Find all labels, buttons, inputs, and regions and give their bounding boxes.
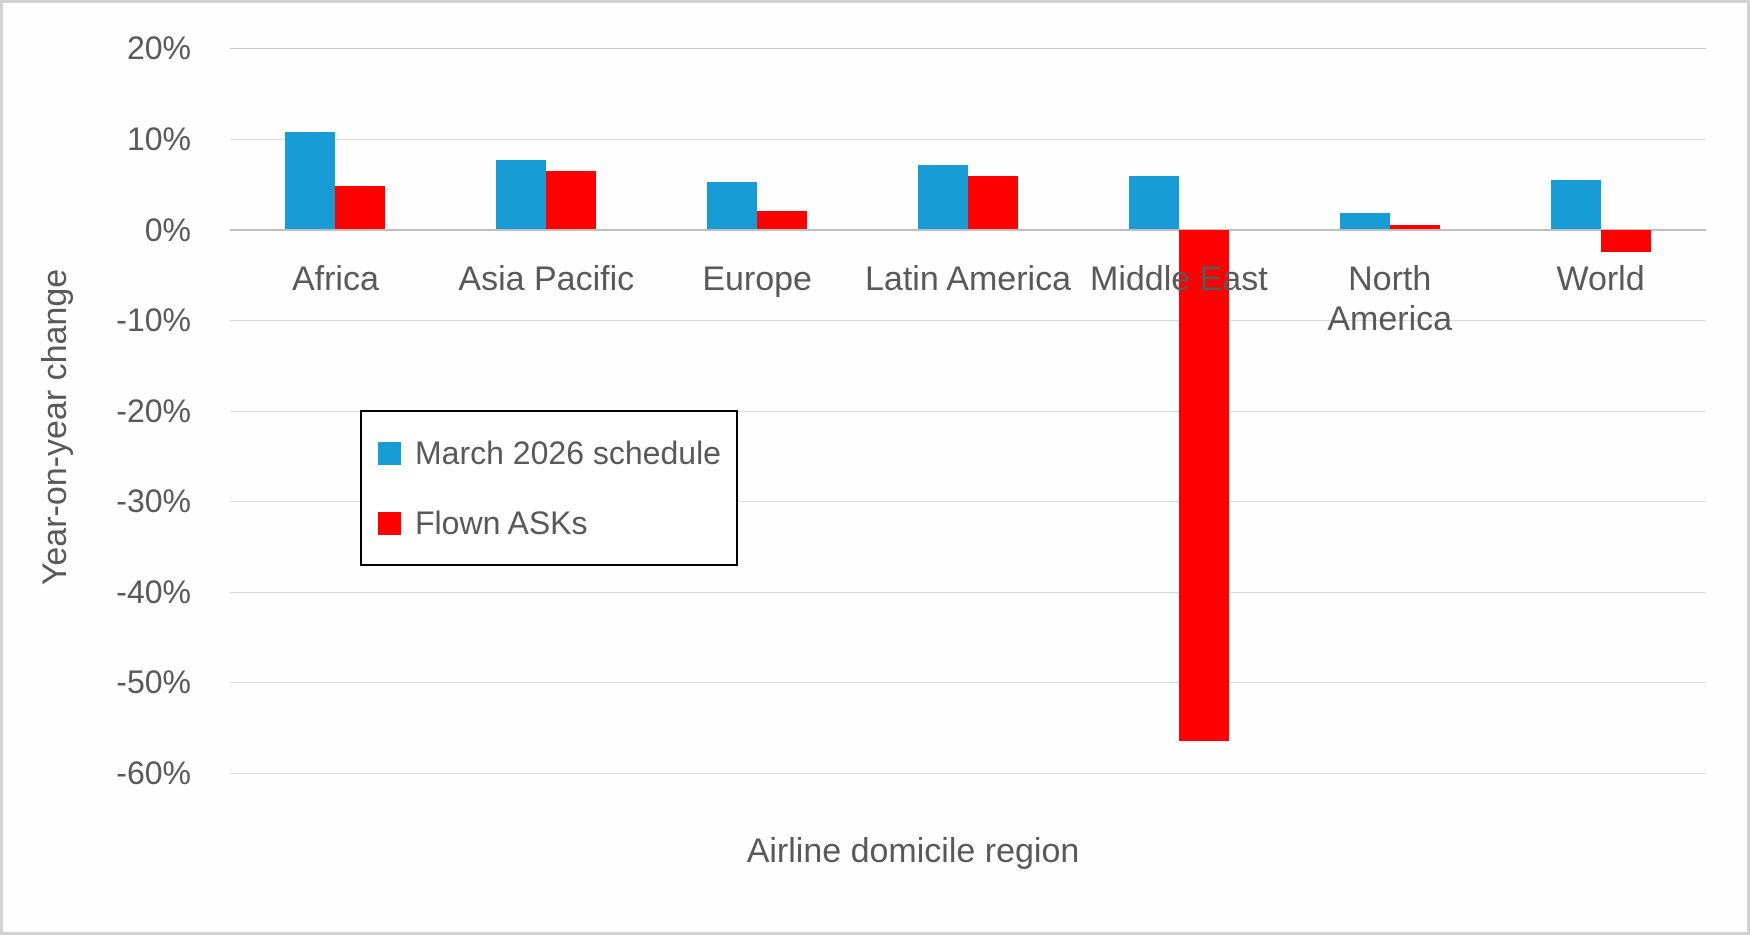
gridline [230,228,1706,231]
category-label: Africa [291,260,379,298]
y-axis-title: Year-on-year change [36,268,74,586]
legend-swatch-red-icon [378,511,401,535]
y-tick-label: 10% [126,120,191,157]
bar-schedule [496,159,547,230]
bar-flown-asks [1600,229,1651,253]
gridline [230,138,1706,140]
legend-item-schedule: March 2026 schedule [378,430,721,476]
y-tick-label: -20% [116,392,191,429]
y-tick-label: -50% [116,664,191,701]
gridline [230,591,1706,593]
bar-flown-asks [546,170,597,230]
y-tick-label: 20% [126,30,191,67]
bar-flown-asks [1389,224,1440,230]
category-label: North America [1327,260,1453,338]
x-axis-title: Airline domicile region [746,832,1080,870]
y-tick-label: -40% [116,573,191,610]
bar-schedule [1550,179,1601,230]
gridline [230,410,1706,412]
y-tick-label: -60% [116,754,191,791]
bar-schedule [707,182,758,230]
category-label: World [1556,260,1645,298]
gridline [230,682,1706,684]
bar-schedule [918,165,968,230]
category-label: Europe [702,260,812,298]
category-label: Asia Pacific [458,260,635,298]
bar-flown-asks [335,186,386,230]
gridline [230,501,1706,503]
gridline [230,320,1706,322]
gridline [230,48,1706,50]
y-tick-label: -10% [116,302,191,339]
bar-schedule [1128,176,1179,230]
legend-item-flown-asks: Flown ASKs [378,500,588,546]
bar-flown-asks [757,211,808,230]
bar-schedule [1339,213,1390,230]
legend-label-schedule: March 2026 schedule [415,434,721,471]
category-label: Latin America [865,260,1071,298]
legend-swatch-blue-icon [378,441,401,465]
y-tick-label: 0% [144,211,191,248]
y-tick-label: -30% [116,483,191,520]
category-label: Middle East [1090,260,1268,298]
bar-flown-asks [968,176,1018,230]
gridline [230,772,1706,774]
bar-flown-asks [1178,229,1229,742]
legend: March 2026 schedule Flown ASKs [360,410,738,566]
legend-label-flown-asks: Flown ASKs [415,504,588,541]
bar-schedule [285,131,336,230]
